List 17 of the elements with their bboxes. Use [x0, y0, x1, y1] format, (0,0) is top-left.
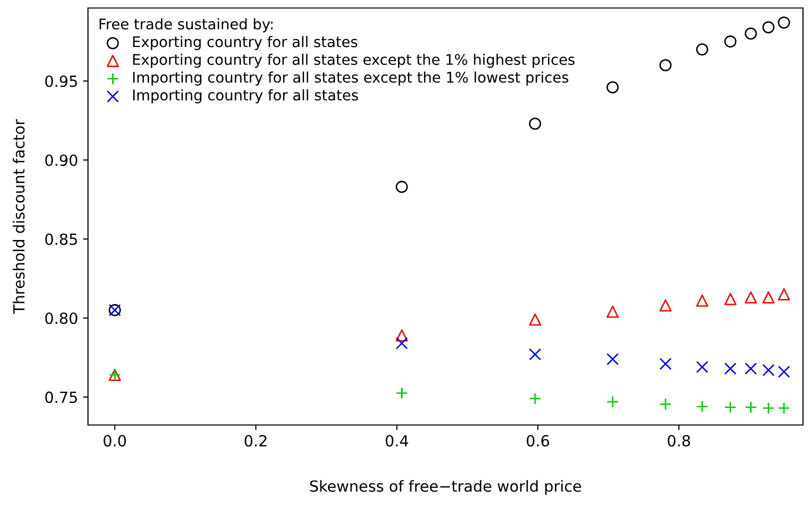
legend-label: Exporting country for all states except the 1% highest prices [133, 54, 575, 68]
legend-title: Free trade sustained by: [100, 18, 273, 32]
x-tick-label: 0.4 [386, 434, 408, 447]
x-axis-title: Skewness of free−trade world price [310, 480, 582, 495]
x-tick-label: 0.8 [668, 434, 690, 447]
y-tick-label: 0.75 [45, 391, 77, 404]
y-tick-label: 0.90 [45, 154, 78, 166]
legend-label: Importing country for all states [133, 89, 358, 104]
y-tick-label: 0.85 [45, 233, 77, 246]
x-tick-label: 0.0 [104, 434, 126, 447]
y-axis-title: Threshold discount factor [12, 119, 25, 314]
legend-label: Importing country for all states except the 1% lowest prices [133, 71, 568, 86]
legend-label: Exporting country for all states [133, 36, 358, 50]
y-tick-label: 0.80 [45, 312, 78, 324]
x-tick-label: 0.6 [526, 434, 550, 447]
x-tick-label: 0.2 [244, 434, 266, 447]
y-tick-label: 0.95 [45, 75, 77, 88]
